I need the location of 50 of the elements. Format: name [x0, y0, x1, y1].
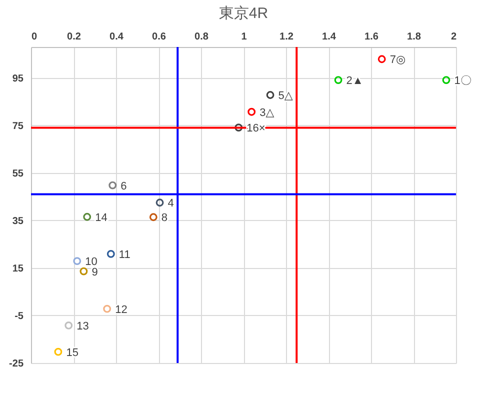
x-tick-label: 2: [450, 32, 457, 42]
series-label: 3△: [260, 106, 275, 119]
y-tick-label: 15: [12, 263, 24, 274]
series-label: 4: [168, 198, 174, 210]
point: [156, 198, 164, 207]
x-tick-label: 0.4: [110, 32, 124, 42]
series-label: 9: [92, 266, 98, 278]
point: [334, 76, 342, 84]
series-label: 13: [76, 320, 89, 332]
point: [234, 124, 243, 132]
series-label: 12: [115, 304, 128, 316]
point: [83, 212, 92, 221]
x-tick-label: 0: [32, 32, 38, 42]
y-tick-label: 75: [12, 120, 24, 132]
series-label: 5△: [278, 90, 294, 102]
x-tick-label: 1.6: [364, 32, 379, 42]
x-tick-label: 0.8: [194, 32, 209, 42]
point: [106, 250, 115, 258]
y-tick-label: 95: [12, 73, 24, 84]
x-tick-label: 1.2: [280, 32, 294, 42]
series-label: 14: [95, 212, 108, 224]
point: [64, 322, 73, 330]
chart-title: 東京4R: [218, 5, 268, 22]
y-tick-label: 55: [12, 168, 24, 180]
point: [73, 257, 82, 266]
point: [103, 304, 112, 313]
series-label: 8: [161, 212, 168, 224]
x-tick-label: 1.8: [407, 32, 422, 42]
series-label: 6: [120, 180, 127, 192]
point: [54, 348, 62, 356]
point: [248, 108, 256, 116]
series-label: 15: [66, 346, 78, 359]
point: [149, 213, 158, 222]
y-tick-label: -25: [9, 358, 24, 370]
series-label: 2▲: [346, 75, 364, 88]
y-tick-label: -5: [14, 310, 24, 322]
series-label: 11: [118, 248, 130, 261]
y-tick-label: 35: [12, 216, 24, 227]
x-tick-label: 1: [241, 32, 248, 42]
series-label: 7◎: [390, 54, 406, 66]
point: [266, 91, 274, 99]
point: [378, 55, 386, 64]
point: [442, 76, 450, 84]
series-label: 1〇: [454, 75, 472, 88]
point: [80, 267, 88, 276]
x-tick-label: 0.6: [152, 32, 166, 42]
x-tick-label: 1.4: [322, 32, 336, 42]
series-label: 10: [85, 256, 98, 268]
x-tick-label: 0.2: [67, 32, 82, 42]
point: [108, 181, 117, 190]
